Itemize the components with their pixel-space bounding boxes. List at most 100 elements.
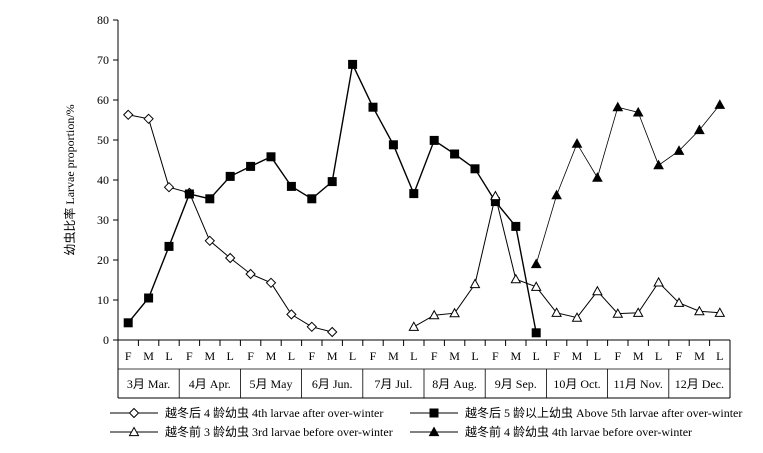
period-label: F <box>247 349 254 363</box>
y-tick-label: 50 <box>97 133 109 147</box>
period-label: F <box>492 349 499 363</box>
legend-marker <box>128 426 140 437</box>
month-label: 7月 Jul. <box>374 377 412 391</box>
period-label: M <box>694 349 705 363</box>
y-tick-label: 0 <box>103 333 109 347</box>
period-label: M <box>572 349 583 363</box>
data-point <box>123 318 133 328</box>
data-point <box>571 312 583 322</box>
data-point <box>225 171 235 181</box>
x-axis-categories: F M L F M L F M L F M L F M L F M L F M L F M L F M L F M L3月 Mar. 4月 … <box>117 340 731 398</box>
legend-marker <box>128 407 140 419</box>
period-label: M <box>388 349 399 363</box>
data-point <box>653 276 664 287</box>
series-group <box>122 59 726 338</box>
data-point <box>694 124 705 135</box>
series-line <box>128 114 333 333</box>
data-point <box>714 307 726 317</box>
data-point <box>632 307 644 317</box>
data-point <box>673 297 685 307</box>
period-label: L <box>655 349 662 363</box>
month-label: 3月 Mar. <box>127 377 170 391</box>
data-point <box>592 285 603 296</box>
period-label: M <box>449 349 460 363</box>
period-label: L <box>349 349 356 363</box>
legend-item-after-winter-4th: 越冬后 4 龄幼虫 4th larvae after over-winter <box>110 405 383 420</box>
data-point <box>470 164 480 174</box>
data-point <box>205 194 215 204</box>
data-point <box>428 309 440 320</box>
data-point <box>551 189 562 200</box>
data-point <box>163 181 175 193</box>
data-point <box>306 321 318 333</box>
data-point <box>714 99 726 109</box>
data-point <box>122 109 134 121</box>
period-label: M <box>266 349 277 363</box>
legend-label: 越冬前 4 龄幼虫 4th larvae before over-winter <box>465 424 692 439</box>
data-point <box>632 106 644 117</box>
period-label: L <box>165 349 172 363</box>
data-point <box>224 252 236 264</box>
period-label: L <box>227 349 234 363</box>
period-label: L <box>594 349 601 363</box>
y-tick-label: 40 <box>97 173 109 187</box>
data-point <box>164 241 174 251</box>
series-line <box>535 104 721 265</box>
month-label: 8月 Aug. <box>432 377 477 391</box>
period-label: L <box>471 349 478 363</box>
data-point <box>265 277 277 289</box>
legend-item-before-winter-3rd: 越冬前 3 龄幼虫 3rd larvae before over-winter <box>110 424 393 439</box>
month-label: 11月 Nov. <box>613 377 662 391</box>
period-label: F <box>186 349 193 363</box>
data-point <box>531 328 541 338</box>
month-label: 5月 May <box>250 377 293 391</box>
data-point <box>327 177 337 187</box>
month-label: 4月 Apr. <box>189 377 231 391</box>
data-point <box>388 140 398 150</box>
period-label: M <box>510 349 521 363</box>
data-point <box>673 145 685 155</box>
data-point <box>450 149 460 159</box>
period-label: L <box>533 349 540 363</box>
period-label: F <box>125 349 132 363</box>
period-label: M <box>143 349 154 363</box>
series-before-winter-4th <box>530 99 726 269</box>
legend-item-after-winter-5th-plus: 越冬后 5 龄以上幼虫 Above 5th larvae after over-… <box>410 405 742 420</box>
period-label: F <box>614 349 621 363</box>
data-point <box>307 194 317 204</box>
period-label: F <box>553 349 560 363</box>
period-label: F <box>431 349 438 363</box>
period-label: L <box>410 349 417 363</box>
data-point <box>511 221 521 231</box>
data-point <box>286 181 296 191</box>
data-point <box>184 189 194 199</box>
period-label: L <box>716 349 723 363</box>
y-tick-label: 80 <box>97 13 109 27</box>
series-before-winter-3rd <box>408 190 726 331</box>
legend: 越冬后 4 龄幼虫 4th larvae after over-winter 越冬… <box>110 405 742 439</box>
y-axis-ticks: 0 10 20 30 40 50 60 70 80 <box>97 13 118 347</box>
legend-marker <box>428 426 440 437</box>
month-label: 9月 Sep. <box>495 377 537 391</box>
data-point <box>245 268 256 280</box>
period-label: M <box>204 349 215 363</box>
data-point <box>653 159 664 170</box>
data-point <box>694 305 705 316</box>
data-point <box>408 321 420 331</box>
legend-label: 越冬后 5 龄以上幼虫 Above 5th larvae after over-… <box>465 405 742 420</box>
data-point <box>204 235 216 247</box>
y-axis-label: 幼虫比率 Larvae proportion/% <box>62 104 77 255</box>
legend-label: 越冬后 4 龄幼虫 4th larvae after over-winter <box>165 405 383 420</box>
period-label: M <box>327 349 338 363</box>
data-point <box>571 138 583 148</box>
period-label: F <box>676 349 683 363</box>
data-point <box>612 308 624 318</box>
data-point <box>469 278 481 289</box>
legend-marker <box>429 408 439 418</box>
series-after-winter-4th <box>122 109 338 338</box>
data-point <box>326 326 338 338</box>
series-line <box>413 195 720 328</box>
y-tick-label: 60 <box>97 93 109 107</box>
